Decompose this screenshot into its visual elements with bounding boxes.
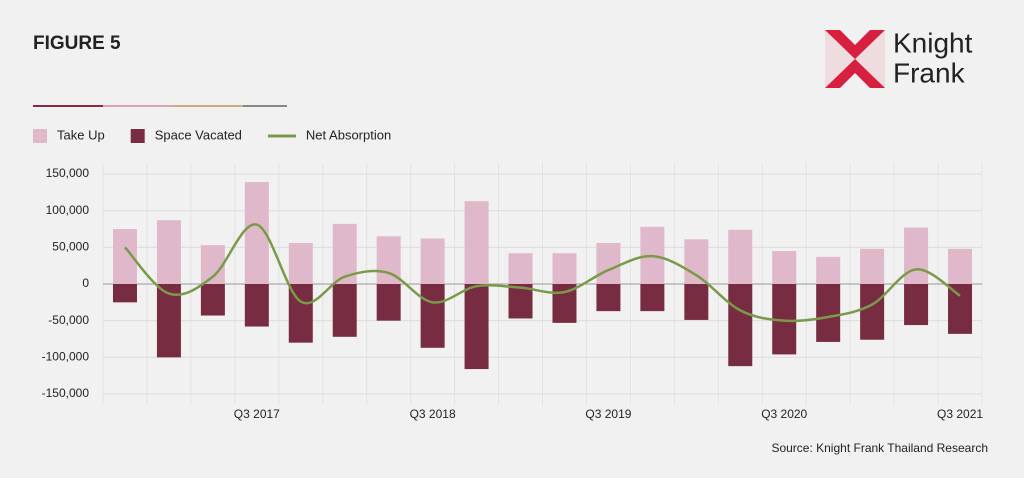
bar (420, 238, 445, 284)
bar (728, 229, 753, 284)
title-rule (33, 105, 287, 107)
y-tick-label: 0 (82, 276, 89, 290)
logo: Knight Frank (825, 27, 973, 88)
bar (596, 242, 621, 284)
legend-label: Space Vacated (155, 127, 242, 142)
bar (640, 284, 665, 312)
bar (508, 253, 533, 284)
logo-text: Frank (893, 57, 966, 88)
bar (552, 253, 577, 284)
bar (816, 284, 841, 342)
bar (816, 256, 841, 284)
bar (200, 284, 225, 316)
bar (948, 284, 973, 334)
bar (376, 284, 401, 321)
y-tick-label: 100,000 (46, 203, 90, 217)
logo-text: Knight (893, 27, 973, 58)
x-tick-label: Q3 2021 (937, 407, 983, 421)
bar (288, 242, 313, 284)
bar (684, 239, 709, 284)
y-tick-label: 150,000 (46, 166, 90, 180)
y-tick-label: -100,000 (42, 350, 90, 364)
legend-label: Net Absorption (306, 127, 391, 142)
bar (112, 284, 137, 303)
bar (596, 284, 621, 312)
y-tick-label: -50,000 (48, 313, 89, 327)
bar (772, 251, 797, 284)
x-tick-label: Q3 2020 (761, 407, 807, 421)
bar (156, 220, 181, 284)
bar (948, 248, 973, 284)
figure-label: FIGURE 5 (33, 33, 121, 54)
bar (904, 284, 929, 326)
bar (464, 201, 489, 284)
y-tick-label: -150,000 (42, 386, 90, 400)
bar (156, 284, 181, 358)
bar (420, 284, 445, 348)
bar (904, 227, 929, 284)
source: Source: Knight Frank Thailand Research (771, 441, 988, 455)
x-tick-label: Q3 2018 (410, 407, 456, 421)
x-tick-label: Q3 2017 (234, 407, 280, 421)
legend-swatch (130, 129, 145, 143)
bar (684, 284, 709, 320)
legend-swatch (33, 129, 47, 143)
bar (728, 284, 753, 367)
y-tick-label: 50,000 (52, 240, 89, 254)
bar (244, 284, 269, 327)
bar (464, 284, 489, 370)
legend-label: Take Up (57, 127, 105, 142)
bar (860, 248, 885, 284)
x-tick-label: Q3 2019 (585, 407, 631, 421)
bar (860, 284, 885, 340)
line (124, 223, 961, 323)
bar (332, 284, 357, 337)
